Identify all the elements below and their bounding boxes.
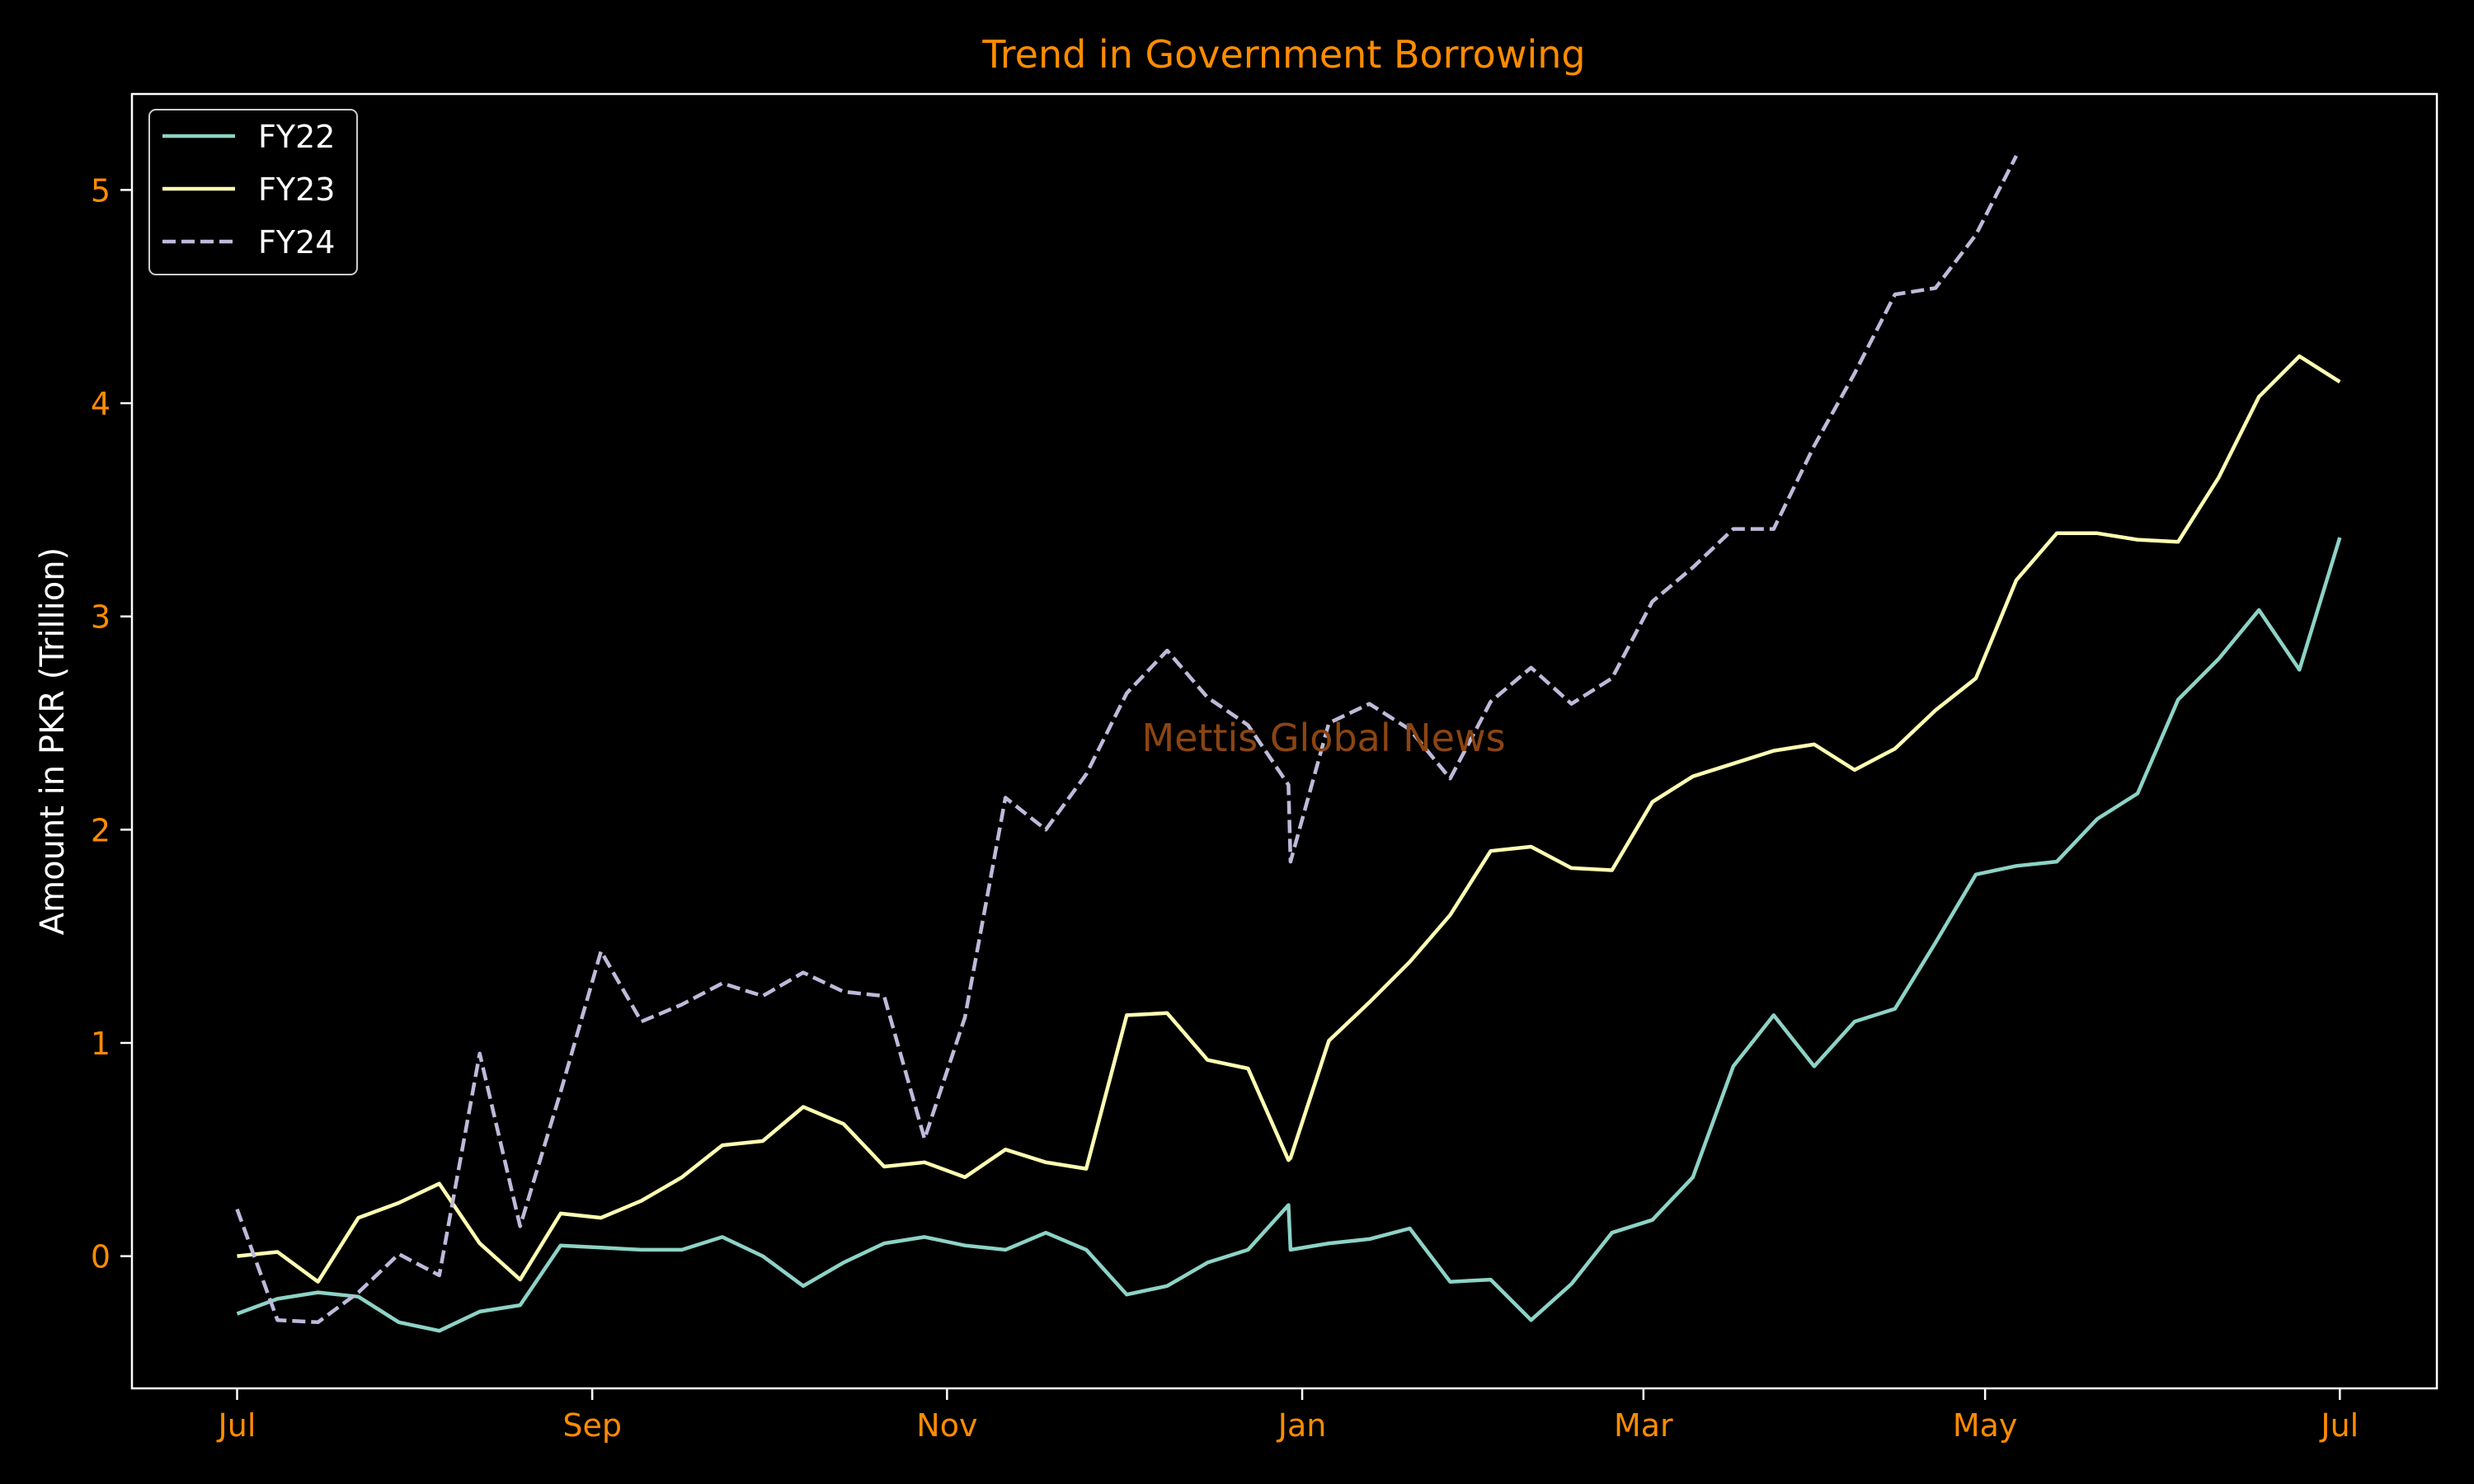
series-line-fy23 <box>237 354 2341 1284</box>
x-tick-label: Jul <box>217 1407 256 1444</box>
y-tick-label: 3 <box>91 599 111 636</box>
x-tick-label: May <box>1953 1407 2018 1444</box>
plot-area-frame <box>130 92 2439 1390</box>
x-tick-label: Nov <box>916 1407 977 1444</box>
y-tick-label: 4 <box>91 386 111 422</box>
legend-box <box>148 109 358 275</box>
legend: FY22 FY23 FY24 <box>148 109 358 275</box>
y-tick-label: 5 <box>91 172 111 209</box>
x-axis: Jul Sep Nov Jan Mar May Jul <box>217 1388 2359 1444</box>
series-group <box>235 154 2342 1333</box>
legend-entries: FY22 FY23 FY24 <box>162 119 335 261</box>
x-tick-label: Mar <box>1614 1407 1673 1444</box>
legend-label-fy23: FY23 <box>258 171 335 208</box>
series-line-fy22 <box>236 537 2342 1333</box>
legend-label-fy24: FY24 <box>258 224 335 261</box>
y-tick-label: 2 <box>91 812 111 848</box>
y-tick-label: 1 <box>91 1026 111 1062</box>
watermark: Mettis Global News <box>1141 716 1505 760</box>
y-tick-label: 0 <box>91 1239 111 1275</box>
x-tick-label: Jul <box>2319 1407 2359 1444</box>
series-line-fy24 <box>235 154 2019 1325</box>
x-tick-label: Sep <box>562 1407 622 1444</box>
y-axis-label: Amount in PKR (Trillion) <box>34 547 72 935</box>
y-axis: 0 1 2 3 4 5 <box>91 172 132 1275</box>
x-tick-label: Jan <box>1277 1407 1327 1444</box>
chart-title: Trend in Government Borrowing <box>981 32 1585 77</box>
legend-label-fy22: FY22 <box>258 119 335 155</box>
